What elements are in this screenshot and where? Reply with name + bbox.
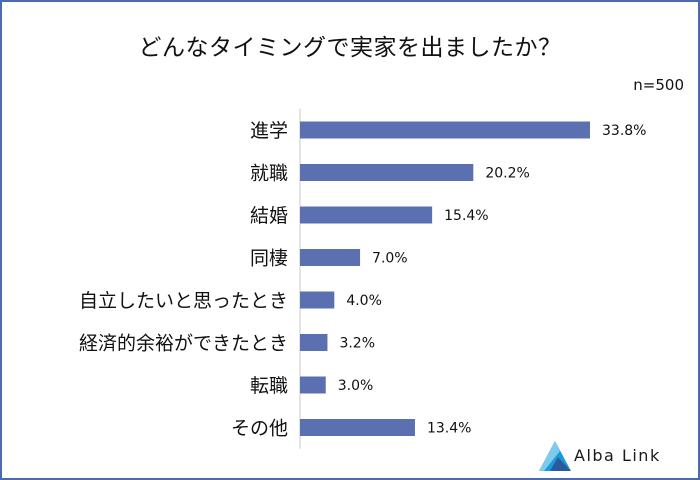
category-label: 結婚	[250, 205, 288, 227]
value-label: 4.0%	[346, 293, 382, 309]
value-label: 7.0%	[372, 251, 408, 267]
category-label: 同棲	[250, 248, 288, 270]
category-label: その他	[231, 418, 288, 440]
bar	[300, 121, 590, 139]
category-label: 経済的余裕ができたとき	[79, 333, 288, 355]
bar	[300, 291, 335, 309]
bar	[300, 334, 328, 351]
category-label: 就職	[250, 163, 288, 185]
value-label: 15.4%	[444, 208, 488, 224]
value-label: 33.8%	[602, 123, 646, 139]
brand-name: Alba Link	[574, 446, 661, 465]
category-label: 自立したいと思ったとき	[79, 290, 288, 312]
bar	[300, 164, 474, 181]
value-label: 3.0%	[338, 378, 374, 394]
alba-link-logo: Alba Link	[538, 438, 698, 474]
value-label: 20.2%	[485, 166, 529, 182]
bar	[300, 419, 415, 436]
chart-title: どんなタイミングで実家を出ましたか？	[138, 35, 562, 61]
bar	[300, 206, 433, 224]
value-label: 13.4%	[427, 421, 471, 437]
bar	[300, 249, 361, 266]
triangle-logo-icon	[539, 441, 571, 471]
bar	[300, 376, 326, 394]
category-label: 転職	[250, 375, 288, 397]
sample-size-label: n=500	[633, 76, 684, 94]
category-label: 進学	[250, 120, 288, 142]
value-label: 3.2%	[339, 336, 375, 352]
